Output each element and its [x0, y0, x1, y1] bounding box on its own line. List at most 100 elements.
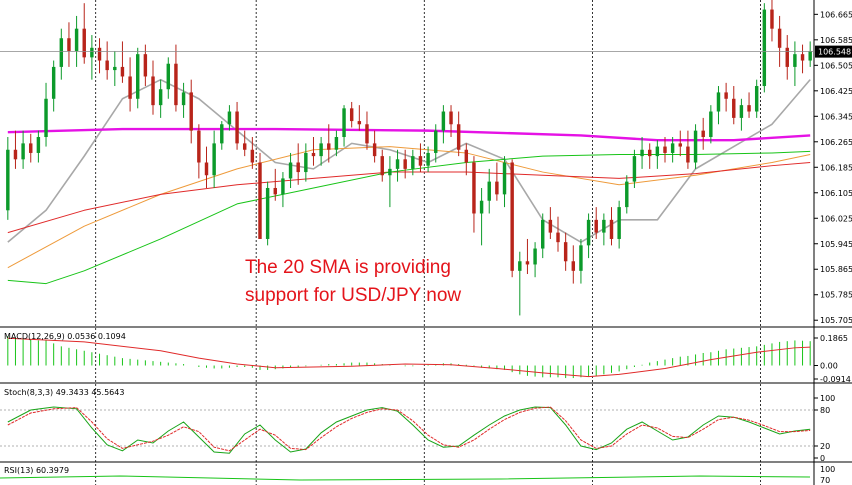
candle-up [136, 54, 140, 99]
candle-down [174, 63, 178, 106]
candle-up [227, 111, 232, 125]
candle-up [265, 187, 270, 239]
candle-down [663, 146, 667, 153]
candle-down [418, 156, 423, 166]
candlesticks [6, 0, 812, 316]
candle-up [411, 156, 415, 169]
ma-line-sma200 [7, 127, 811, 142]
candle-up [655, 146, 660, 157]
moving-averages [7, 78, 811, 285]
candle-up [113, 66, 117, 71]
candle-down [525, 261, 530, 265]
candle-down [456, 124, 461, 150]
candle-down [311, 152, 316, 157]
annotation-line: The 20 SMA is providing [245, 257, 451, 278]
candle-down [242, 143, 247, 150]
candle-up [579, 245, 583, 271]
annotation-line: support for USD/JPY now [245, 285, 461, 306]
stochastic-panel: Stoch(8,3,3) 49.3433 45.5643 100 80 20 0 [0, 388, 835, 463]
macd-tick-label: -0.0914 [820, 375, 851, 384]
candle-down [250, 149, 255, 163]
stoch-d-line [7, 406, 811, 452]
candle-up [762, 9, 767, 87]
candle-up [342, 108, 346, 138]
candle-down [151, 76, 155, 106]
candle-up [487, 181, 491, 201]
time-separators [95, 0, 761, 485]
candle-down [197, 130, 201, 163]
candle-up [541, 219, 545, 249]
price-tick-label: 105.705 [820, 316, 852, 325]
price-tick-label: 105.865 [820, 265, 852, 274]
candle-down [472, 162, 476, 214]
candle-up [754, 86, 759, 112]
candle-down [273, 187, 277, 195]
candle-down [380, 156, 384, 176]
candle-up [693, 130, 698, 163]
candle-down [204, 162, 209, 176]
candle-down [235, 111, 239, 144]
price-tick-label: 106.105 [820, 189, 852, 198]
candle-down [495, 181, 499, 195]
candle-up [166, 63, 171, 90]
candle-up [602, 219, 606, 233]
candle-up [518, 261, 522, 271]
rsi-tick-label: 100 [820, 465, 835, 474]
candle-down [678, 143, 682, 147]
rsi-label: RSI(13) 60.3979 [4, 466, 69, 475]
candle-down [724, 92, 728, 99]
price-tick-label: 105.785 [820, 291, 852, 300]
candle-up [181, 92, 186, 106]
candle-up [59, 38, 64, 67]
candle-down [67, 38, 71, 51]
candle-up [288, 162, 293, 179]
ma-line-sma20 [7, 78, 811, 243]
candle-up [533, 248, 537, 265]
candle-up [212, 143, 216, 176]
stoch-label: Stoch(8,3,3) 49.3433 45.5643 [4, 388, 124, 397]
candle-up [709, 111, 713, 138]
current-price-box [815, 45, 852, 58]
current-price-label: 106.548 [818, 48, 851, 57]
candle-up [395, 159, 400, 169]
candle-down [770, 9, 774, 29]
candle-down [510, 162, 514, 271]
candle-down [13, 149, 18, 160]
candle-down [701, 130, 705, 138]
candle-up [808, 50, 812, 61]
price-tick-label: 106.505 [820, 61, 852, 70]
candle-down [571, 261, 576, 271]
macd-tick-label: 0.1865 [820, 334, 848, 343]
candle-up [617, 207, 621, 239]
candle-up [625, 181, 629, 208]
candle-down [732, 98, 736, 118]
candle-up [586, 219, 591, 246]
candle-up [441, 111, 446, 131]
candle-down [97, 47, 102, 61]
candle-up [44, 98, 48, 138]
candle-up [793, 54, 797, 67]
candle-down [128, 76, 132, 99]
candle-up [51, 66, 56, 99]
rsi-panel: RSI(13) 60.3979 100 70 [0, 465, 835, 485]
candle-up [479, 200, 484, 214]
price-tick-label: 106.265 [820, 138, 852, 147]
candle-up [632, 156, 637, 182]
annotation-text: The 20 SMA is providing support for USD/J… [245, 257, 461, 306]
stoch-tick-label: 0 [820, 454, 825, 463]
candle-up [334, 137, 339, 150]
candle-down [548, 219, 553, 233]
candle-up [21, 143, 25, 160]
candle-down [143, 54, 148, 77]
candle-down [686, 146, 690, 163]
candle-down [258, 162, 262, 239]
macd-panel: MACD(12,26,9) 0.0536 0.1094 0.1865 0.00 -0.… [4, 332, 851, 384]
candle-up [281, 178, 285, 195]
price-tick-label: 105.945 [820, 240, 852, 249]
candle-up [388, 168, 392, 176]
candle-down [120, 66, 125, 77]
candle-down [563, 242, 568, 262]
stoch-tick-label: 20 [820, 442, 830, 451]
